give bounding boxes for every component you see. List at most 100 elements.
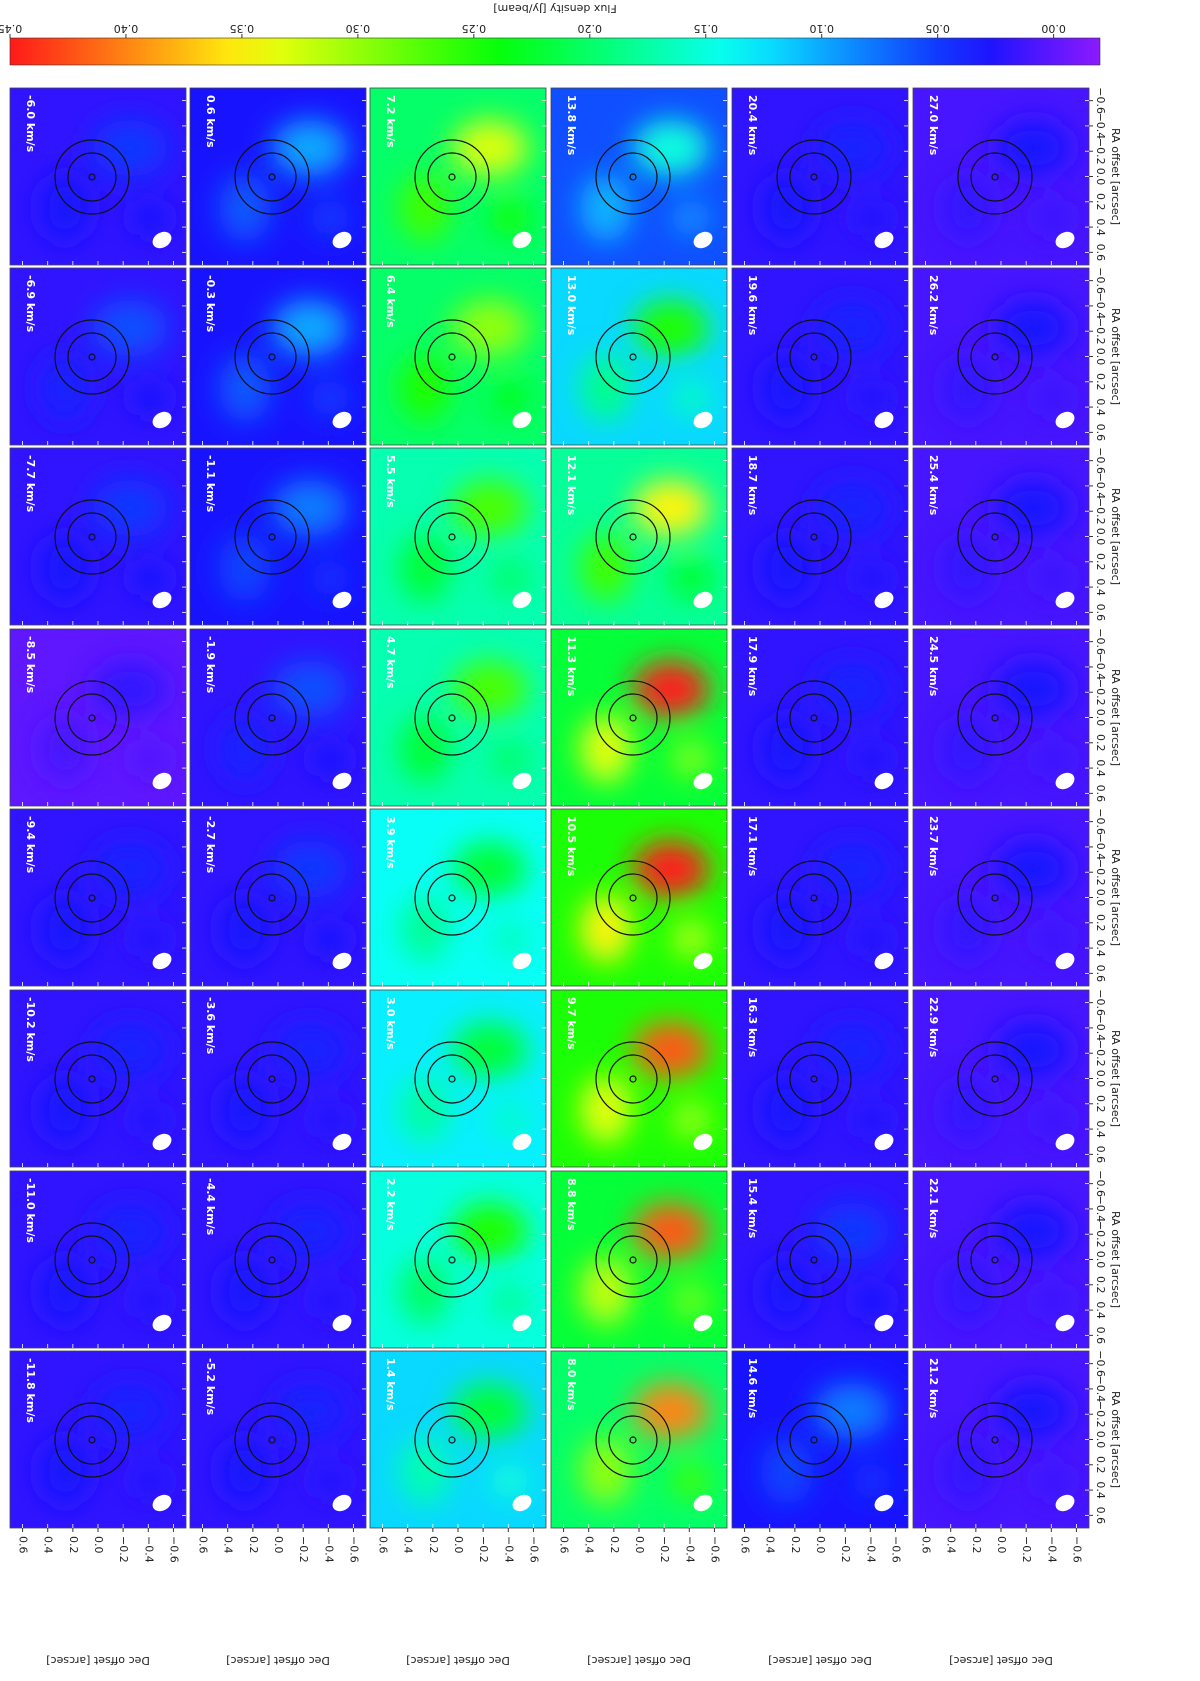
contour [427,1235,477,1285]
y-tick-label: 0.2 [1094,914,1107,932]
beam [1055,772,1075,790]
contour [595,680,671,756]
emission-peak [92,1022,168,1078]
x-tick-label: 0.0 [272,1536,285,1554]
emission-peak [452,1022,528,1078]
emission-peak [39,1257,91,1325]
emission-peak [942,1076,994,1144]
beam [693,231,713,249]
emission-peak [272,480,348,536]
y-tick-label: −0.2 [1094,498,1107,525]
emission-peak [452,480,528,536]
beam [874,1494,894,1512]
y-tick-label: 0.4 [1094,578,1107,596]
emission-blobs [761,661,892,783]
velocity-label: -1.9 km/s [204,636,217,694]
emission-blobs [761,1203,892,1325]
x-axis-label: Dec offset [arcsec] [949,1654,1053,1667]
contour [268,1436,276,1444]
x-tick-label: 0.2 [67,1536,80,1554]
contour [629,1075,637,1083]
x-tick-label: −0.6 [347,1536,360,1563]
emission-peak [452,120,528,176]
contour [789,1235,839,1285]
velocity-label: 12.1 km/s [565,455,578,516]
contour [427,1415,477,1465]
y-tick-label: 0.0 [1094,1251,1107,1269]
contour [448,533,456,541]
contour [608,1235,658,1285]
contour [234,680,310,756]
contour [810,894,818,902]
x-axis-label: Dec offset [arcsec] [406,1654,510,1667]
emission-peak [814,1022,890,1078]
emission-peak [995,480,1071,536]
emission-blobs [399,1203,530,1325]
contour [268,894,276,902]
y-tick-label: 0.0 [1094,1431,1107,1449]
emission-peak [995,1383,1071,1439]
x-tick-label: 0.6 [17,1536,30,1554]
velocity-label: 24.5 km/s [927,636,940,697]
beam [1055,1314,1075,1332]
emission-peak [942,354,994,422]
x-tick-label: 0.2 [970,1536,983,1554]
emission-peak [633,300,709,356]
contour [268,533,276,541]
y-tick-label: −0.2 [1094,859,1107,886]
colorbar [9,37,1101,66]
x-tick-label: 0.4 [945,1536,958,1554]
colorbar-tick-label: 0.25 [462,22,487,35]
x-tick-label: 0.4 [402,1536,415,1554]
contour [268,1075,276,1083]
channel-panel [10,629,186,806]
contour [427,512,477,562]
contour [448,353,456,361]
contour [88,533,96,541]
velocity-label: 15.4 km/s [746,1178,759,1239]
colorbar-tick-label: 0.40 [114,22,139,35]
colorbar-tick-label: 0.00 [1041,22,1066,35]
emission-peak [1033,921,1073,957]
emission-peak [580,715,632,783]
velocity-label: 11.3 km/s [565,636,578,697]
velocity-label: 27.0 km/s [927,95,940,156]
emission-peak [272,1022,348,1078]
channel-panel [370,268,546,445]
contour [414,680,490,756]
y-tick-label: −0.4 [1094,1015,1107,1042]
contour [608,693,658,743]
y-axis-label: RA offset [arcsec] [1109,1391,1122,1488]
contour [957,1041,1033,1117]
beam [512,1133,532,1151]
emission-peak [814,480,890,536]
contour [234,319,310,395]
emission-peak [92,1383,168,1439]
x-tick-label: −0.4 [864,1536,877,1563]
beam [874,231,894,249]
emission-peak [272,841,348,897]
contour [595,860,671,936]
emission-peak [580,895,632,963]
contour [957,1402,1033,1478]
emission-blobs [399,300,530,422]
contour [427,332,477,382]
velocity-label: 10.5 km/s [565,816,578,877]
contour [595,319,671,395]
emission-peak [490,1102,530,1138]
emission-peak [130,560,170,596]
emission-peak [399,1437,451,1505]
y-tick-label: −0.6 [1094,989,1107,1016]
velocity-label: 1.4 km/s [384,1358,397,1411]
colorbar-tick-label: 0.30 [346,22,371,35]
emission-peak [1033,1283,1073,1319]
velocity-label: -8.5 km/s [24,636,37,694]
y-axis-label: RA offset [arcsec] [1109,1030,1122,1127]
x-tick-label: −0.4 [502,1536,515,1563]
contour [247,1235,297,1285]
beam [332,952,352,970]
contour [776,139,852,215]
beam [1055,411,1075,429]
beam [693,1494,713,1512]
